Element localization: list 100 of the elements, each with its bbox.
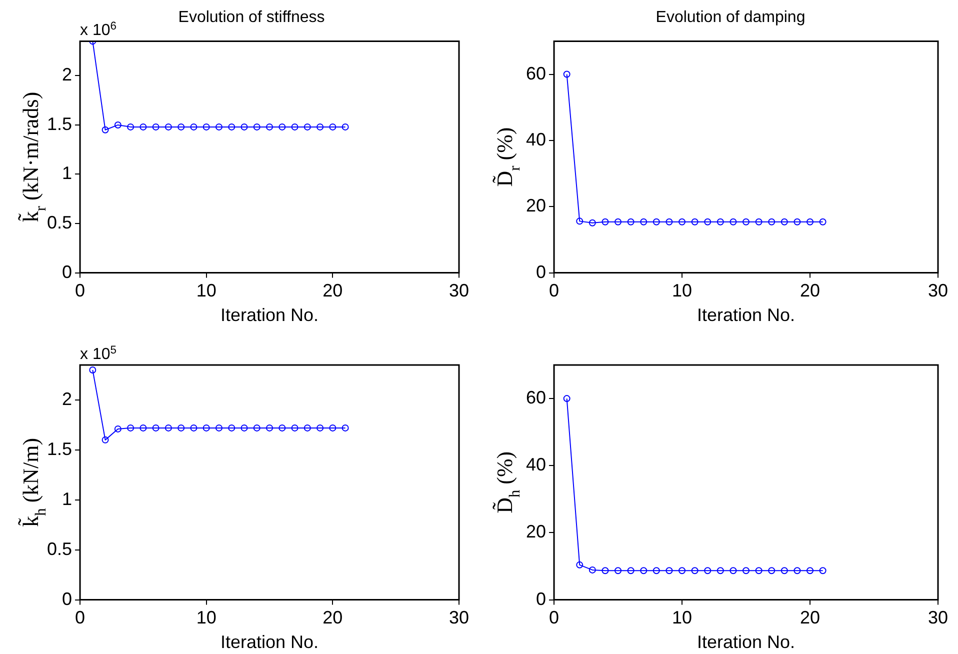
point	[266, 123, 274, 130]
point	[329, 424, 336, 432]
y-tick-label: 0	[536, 262, 546, 282]
point	[190, 123, 198, 130]
x-tick-label: 30	[928, 280, 948, 301]
x-axis-title: Iteration No.	[696, 305, 796, 326]
point	[291, 424, 298, 432]
point	[253, 123, 260, 130]
point	[614, 567, 622, 574]
point	[806, 567, 814, 574]
point	[742, 567, 750, 574]
point	[627, 567, 634, 574]
point	[215, 123, 222, 130]
point	[114, 121, 122, 128]
point	[716, 567, 724, 574]
point	[819, 218, 826, 226]
point	[253, 424, 260, 432]
point	[266, 424, 274, 432]
point	[780, 567, 788, 574]
y-tick-label: 0.5	[46, 538, 72, 559]
point	[278, 123, 286, 130]
point	[316, 123, 324, 130]
y-tick-label: 60	[526, 388, 546, 408]
point	[652, 218, 660, 226]
point	[755, 567, 762, 574]
y-tick-label: 20	[526, 522, 546, 542]
point	[164, 424, 172, 432]
point	[704, 218, 712, 226]
point	[190, 424, 198, 432]
y-tick-label: 1	[62, 488, 72, 509]
point	[240, 123, 248, 130]
point	[794, 218, 801, 226]
x-tick-label: 20	[322, 280, 343, 301]
point	[164, 123, 172, 130]
point	[140, 123, 147, 130]
point	[704, 567, 712, 574]
y-axis-title: D̃r (%)	[492, 127, 524, 187]
point	[640, 567, 648, 574]
point	[678, 567, 686, 574]
point	[588, 219, 596, 226]
x-tick-label: 20	[322, 608, 343, 628]
point	[666, 567, 673, 574]
point	[730, 218, 737, 226]
point	[127, 424, 134, 432]
point	[768, 218, 776, 226]
x-tick-label: 30	[928, 608, 948, 628]
point	[304, 424, 311, 432]
point	[691, 218, 698, 226]
point	[202, 424, 210, 432]
point	[576, 218, 584, 225]
point	[588, 566, 596, 574]
point	[640, 218, 648, 226]
y-tick-label: 0	[536, 588, 546, 609]
y-tick-label: 60	[526, 63, 546, 84]
point	[140, 424, 147, 432]
point	[576, 561, 584, 568]
point	[102, 126, 109, 134]
y-tick-label: 2	[62, 64, 72, 85]
point	[602, 218, 609, 226]
y-tick-label: 1.5	[46, 438, 72, 459]
point	[794, 567, 801, 574]
x-tick-label: 20	[800, 280, 820, 301]
y-tick-label: 2	[62, 388, 72, 409]
point	[342, 123, 349, 130]
point	[742, 218, 750, 226]
x-tick-label: 10	[196, 280, 216, 301]
y-tick-label: 0	[62, 588, 72, 609]
point	[819, 567, 826, 574]
point	[730, 567, 737, 574]
point	[342, 424, 349, 432]
point	[614, 218, 622, 226]
point	[114, 425, 122, 432]
y-tick-label: 40	[526, 129, 546, 150]
point	[102, 436, 109, 444]
x-tick-label: 10	[196, 608, 216, 628]
point	[602, 567, 609, 574]
y-tick-label: 0	[62, 262, 72, 282]
x-tick-label: 10	[672, 280, 692, 301]
point	[89, 366, 96, 374]
chart-title: Evolution of damping	[656, 9, 806, 26]
point	[678, 218, 686, 226]
y-tick-label: 0.5	[46, 212, 72, 232]
x-tick-label: 10	[672, 608, 692, 628]
point	[178, 123, 185, 130]
x-tick-label: 0	[75, 280, 86, 301]
point	[666, 218, 673, 226]
y-tick-label: 40	[526, 454, 546, 475]
point	[780, 218, 788, 226]
point	[652, 567, 660, 574]
point	[691, 567, 698, 574]
x-axis-title: Iteration No.	[220, 632, 319, 652]
chart-title: Evolution of stiffness	[178, 9, 325, 26]
point	[278, 424, 286, 432]
x-tick-label: 0	[75, 608, 86, 628]
point	[329, 123, 336, 130]
point	[215, 424, 222, 432]
x-axis-title: Iteration No.	[696, 632, 796, 652]
point	[202, 123, 210, 130]
point	[563, 70, 570, 78]
point	[304, 123, 311, 130]
